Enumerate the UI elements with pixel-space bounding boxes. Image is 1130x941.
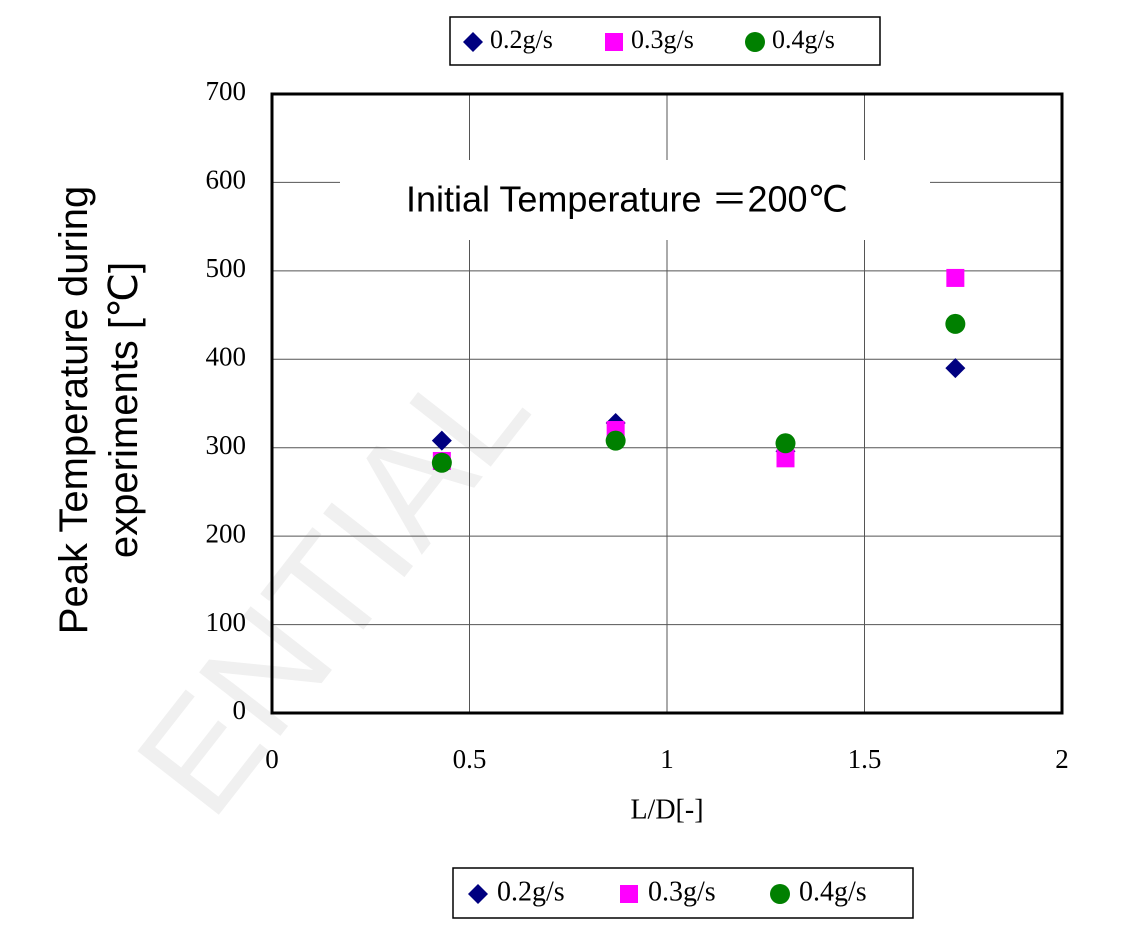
legend-marker — [463, 32, 483, 52]
legend-bottom — [452, 867, 914, 919]
x-tick-label: 1 — [660, 744, 674, 774]
y-tick-label: 100 — [206, 607, 247, 637]
legend-label: 0.3g/s — [648, 876, 716, 907]
legend-label: 0.4g/s — [772, 25, 835, 54]
y-tick-label: 500 — [206, 253, 247, 283]
plot-frame — [270, 92, 1064, 715]
x-axis-label: L/D[-] — [630, 794, 703, 825]
point — [946, 268, 965, 287]
x-tick-label: 0.5 — [453, 744, 487, 774]
legend-marker — [620, 885, 638, 903]
legend-marker — [745, 32, 765, 52]
x-tick-label: 2 — [1055, 744, 1069, 774]
legend-label: 0.3g/s — [631, 25, 694, 54]
legend-top — [449, 16, 881, 66]
legend-label: 0.2g/s — [490, 25, 553, 54]
y-tick-label: 300 — [206, 430, 247, 460]
legend-marker — [605, 33, 623, 51]
point — [605, 430, 626, 451]
point — [431, 430, 452, 451]
legend-label: 0.2g/s — [497, 876, 565, 907]
point — [775, 433, 796, 454]
y-axis-label: Peak Temperature during experiments [℃] — [52, 186, 146, 634]
x-tick-label: 1.5 — [848, 744, 882, 774]
y-tick-label: 600 — [206, 165, 247, 195]
point — [945, 358, 966, 379]
legend-marker — [770, 884, 790, 904]
y-tick-label: 0 — [233, 695, 247, 725]
y-axis-label-line: experiments [℃] — [102, 262, 146, 558]
point — [945, 313, 966, 334]
y-tick-label: 200 — [206, 518, 247, 548]
point — [431, 452, 452, 473]
legend-label: 0.4g/s — [799, 876, 867, 907]
annotation: Initial Temperature ＝200℃ — [406, 179, 848, 220]
y-tick-label: 700 — [206, 76, 247, 106]
annotation-box — [340, 160, 930, 240]
x-tick-label: 0 — [265, 744, 279, 774]
watermark: ENTIAL — [104, 327, 560, 844]
y-tick-label: 400 — [206, 341, 247, 371]
y-axis-label-line: Peak Temperature during — [52, 186, 96, 634]
point — [776, 449, 795, 468]
legend-marker — [468, 884, 488, 904]
